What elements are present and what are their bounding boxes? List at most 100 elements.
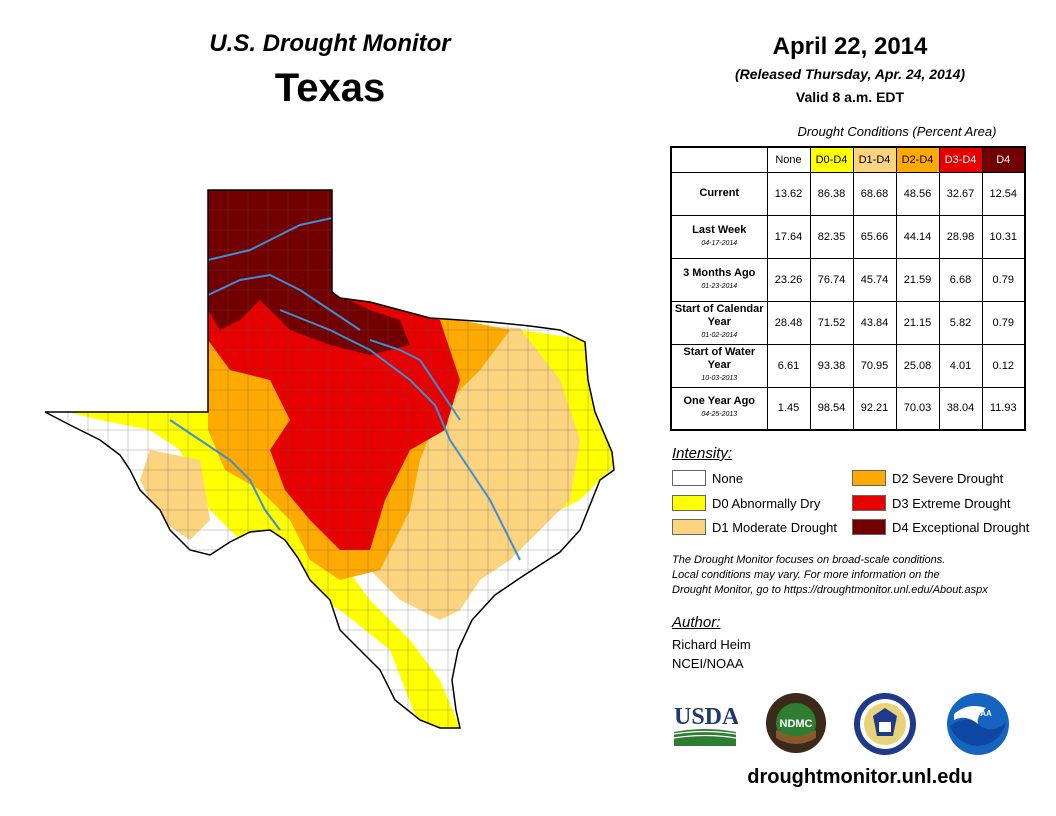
table-cell: 25.08 [895, 343, 940, 388]
table-row: One Year Ago 04-25-2013 1.45 98.54 92.21 … [670, 386, 1026, 431]
row-label-text: Current [699, 187, 740, 199]
drought-stats-table: None D0-D4 D1-D4 D2-D4 D3-D4 D4 Current … [670, 146, 1026, 431]
legend-swatch-d3 [852, 495, 886, 511]
legend-label: D1 Moderate Drought [712, 519, 838, 535]
table-cell: 70.03 [895, 386, 940, 431]
noaa-logo-text: NOAA [968, 709, 992, 718]
row-label: Start of Water Year 10-03-2013 [670, 343, 768, 388]
map-date: April 22, 2014 [772, 33, 928, 60]
commerce-seal-logo [854, 693, 916, 755]
d0-area [60, 408, 460, 728]
table-cell: 4.01 [938, 343, 983, 388]
valid-time: Valid 8 a.m. EDT [795, 89, 905, 105]
col-d0-d4: D0-D4 [809, 146, 854, 173]
col-none: None [766, 146, 811, 173]
row-label: 3 Months Ago 01-23-2014 [670, 257, 768, 302]
table-cell: 43.84 [852, 300, 897, 345]
row-date: 10-03-2013 [701, 375, 738, 382]
row-date: 04-17-2014 [701, 239, 738, 247]
table-cell: 32.67 [938, 171, 983, 216]
legend-label: D3 Extreme Drought [892, 495, 1011, 511]
row-label: One Year Ago 04-25-2013 [670, 386, 768, 431]
legend-swatch-none [672, 470, 706, 486]
website-url[interactable]: droughtmonitor.unl.edu [747, 766, 973, 788]
note-line: Drought Monitor, go to https://droughtmo… [672, 584, 988, 596]
texas-drought-map [44, 189, 615, 729]
legend-label: D2 Severe Drought [892, 470, 1004, 486]
table-cell: 5.82 [938, 300, 983, 345]
table-cell: 13.62 [766, 171, 811, 216]
table-row: Start of Calendar Year 01-02-2014 28.48 7… [670, 300, 1026, 345]
table-cell: 98.54 [809, 386, 854, 431]
row-label-text: Start of Calendar Year [674, 303, 764, 328]
legend-d4: D4 Exceptional Drought [852, 519, 1029, 535]
table-cell: 68.68 [852, 171, 897, 216]
author-title: Author: [672, 614, 721, 631]
row-date: 01-23-2014 [701, 282, 738, 290]
table-cell: 93.38 [809, 343, 854, 388]
col-d3-d4: D3-D4 [938, 146, 983, 173]
row-label: Start of Calendar Year 01-02-2014 [670, 300, 768, 345]
ndmc-logo: NDMC [766, 693, 826, 753]
legend-swatch-d1 [672, 519, 706, 535]
table-cell: 48.56 [895, 171, 940, 216]
legend-swatch-d0 [672, 495, 706, 511]
table-cell: 11.93 [981, 386, 1026, 431]
row-label: Last Week 04-17-2014 [670, 214, 768, 259]
table-cell: 17.64 [766, 214, 811, 259]
table-cell: 23.26 [766, 257, 811, 302]
table-cell: 76.74 [809, 257, 854, 302]
row-label-text: Start of Water Year [683, 346, 756, 371]
table-cell: 12.54 [981, 171, 1026, 216]
usda-logo-text: USDA [674, 704, 738, 730]
table-cell: 6.61 [766, 343, 811, 388]
note-line: The Drought Monitor focuses on broad-sca… [672, 554, 946, 566]
row-label-text: One Year Ago [683, 395, 756, 408]
table-row: Start of Water Year 10-03-2013 6.61 93.38… [670, 343, 1026, 388]
col-d2-d4: D2-D4 [895, 146, 940, 173]
table-cell: 71.52 [809, 300, 854, 345]
table-cell: 10.31 [981, 214, 1026, 259]
legend-label: D4 Exceptional Drought [892, 519, 1030, 535]
legend-d0: D0 Abnormally Dry [672, 495, 820, 511]
legend-none: None [672, 470, 743, 486]
table-row: Current 13.62 86.38 68.68 48.56 32.67 12… [670, 171, 1026, 216]
d4-area [208, 190, 410, 355]
noaa-logo: NOAA [947, 693, 1009, 755]
row-label: Current [670, 171, 768, 216]
col-d4: D4 [981, 146, 1026, 173]
note-line: Local conditions may vary. For more info… [672, 569, 940, 581]
author-name: Richard Heim [672, 637, 751, 652]
legend-d2: D2 Severe Drought [852, 470, 1003, 486]
legend-d1: D1 Moderate Drought [672, 519, 837, 535]
table-row: Last Week 04-17-2014 17.64 82.35 65.66 44… [670, 214, 1026, 259]
table-cell: 6.68 [938, 257, 983, 302]
row-label-text: Last Week [692, 223, 747, 236]
monitor-title: U.S. Drought Monitor [209, 30, 451, 57]
usda-logo: USDA [673, 704, 738, 746]
red-river-fork [207, 273, 361, 331]
row-label-text: 3 Months Ago [683, 266, 756, 279]
canadian-river [207, 217, 333, 261]
table-cell: 21.59 [895, 257, 940, 302]
table-cell: 82.35 [809, 214, 854, 259]
table-cell: 0.79 [981, 257, 1026, 302]
intensity-title: Intensity: [672, 445, 733, 462]
table-cell: 28.48 [766, 300, 811, 345]
legend-swatch-d4 [852, 519, 886, 535]
rivers [169, 217, 521, 561]
legend-label: None [712, 470, 744, 486]
table-cell: 65.66 [852, 214, 897, 259]
table-cell: 70.95 [852, 343, 897, 388]
table-cell: 1.45 [766, 386, 811, 431]
author-org: NCEI/NOAA [672, 656, 744, 671]
table-cell: 28.98 [938, 214, 983, 259]
disclaimer-note: The Drought Monitor focuses on broad-sca… [672, 553, 1042, 598]
col-d1-d4: D1-D4 [852, 146, 897, 173]
table-header-row: None D0-D4 D1-D4 D2-D4 D3-D4 D4 [671, 146, 1026, 173]
legend-swatch-d2 [852, 470, 886, 486]
table-cell: 21.15 [895, 300, 940, 345]
row-date: 01-02-2014 [701, 332, 738, 339]
colorado-river [369, 339, 461, 421]
table-cell: 86.38 [809, 171, 854, 216]
